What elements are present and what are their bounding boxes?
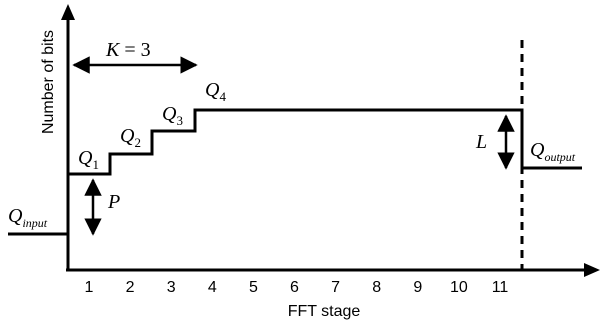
stage-tick-label: 2 (126, 279, 135, 296)
q1-label: Q1 (78, 147, 99, 172)
stage-tick-labels: 1 2 3 4 5 6 7 8 9 10 11 (85, 279, 509, 296)
stage-tick-label: 1 (85, 279, 94, 296)
y-axis-label: Number of bits (40, 30, 57, 134)
q4-label: Q4 (205, 79, 226, 104)
stage-tick-label: 10 (450, 279, 468, 296)
x-axis-arrowhead (584, 263, 600, 277)
q-output-label: Qoutput (530, 139, 576, 164)
p-label: P (107, 191, 120, 213)
x-axis-label: FFT stage (288, 303, 361, 320)
stage-tick-label: 8 (372, 279, 381, 296)
stage-tick-label: 6 (290, 279, 299, 296)
q2-label: Q2 (120, 125, 141, 150)
stage-tick-label: 9 (413, 279, 422, 296)
stage-tick-label: 3 (167, 279, 176, 296)
stage-tick-label: 7 (331, 279, 340, 296)
bit-width-staircase (8, 108, 582, 236)
y-axis-arrowhead (61, 4, 75, 20)
q3-label: Q3 (162, 103, 183, 128)
stage-tick-label: 5 (249, 279, 258, 296)
stage-tick-label: 4 (208, 279, 217, 296)
q-input-label: Qinput (8, 205, 48, 230)
k-label: K = 3 (105, 39, 151, 61)
l-label: L (475, 131, 487, 153)
stage-tick-label: 11 (492, 279, 509, 296)
